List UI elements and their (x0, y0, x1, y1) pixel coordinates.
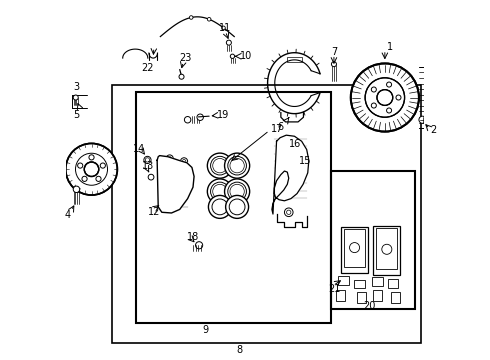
Circle shape (207, 153, 232, 178)
Text: 3: 3 (73, 82, 79, 93)
Circle shape (224, 153, 250, 178)
Polygon shape (157, 156, 194, 213)
Text: 17: 17 (271, 124, 283, 134)
Text: 21: 21 (328, 284, 341, 294)
Text: 11: 11 (219, 23, 231, 33)
Circle shape (197, 114, 203, 121)
Text: 18: 18 (187, 232, 199, 242)
Text: 8: 8 (237, 345, 243, 355)
Circle shape (96, 176, 101, 181)
Circle shape (371, 87, 376, 92)
Text: 23: 23 (180, 53, 192, 63)
Text: 10: 10 (240, 51, 252, 61)
Text: 1: 1 (387, 42, 393, 52)
Text: 20: 20 (364, 301, 376, 311)
Circle shape (184, 117, 191, 123)
Circle shape (180, 158, 188, 165)
Bar (373, 291, 382, 301)
Bar (376, 228, 397, 269)
Bar (344, 229, 365, 267)
Text: 13: 13 (142, 161, 154, 171)
Circle shape (179, 74, 184, 79)
Text: 9: 9 (202, 325, 209, 335)
Text: 22: 22 (142, 63, 154, 73)
Bar (331, 171, 416, 309)
Text: 7: 7 (331, 47, 337, 57)
Text: 6: 6 (278, 122, 284, 132)
Circle shape (377, 90, 393, 105)
Circle shape (226, 40, 231, 45)
Circle shape (387, 82, 392, 87)
Text: 2: 2 (430, 125, 437, 135)
Text: 19: 19 (217, 111, 229, 121)
Circle shape (82, 176, 87, 181)
Text: 5: 5 (74, 111, 80, 121)
Text: 12: 12 (148, 207, 161, 217)
Circle shape (208, 195, 231, 219)
Circle shape (73, 186, 80, 193)
Bar (136, 92, 331, 323)
Circle shape (365, 78, 405, 117)
Circle shape (419, 116, 426, 123)
Polygon shape (272, 135, 309, 214)
Circle shape (100, 163, 105, 168)
Circle shape (349, 243, 360, 253)
Circle shape (396, 95, 401, 100)
Bar (388, 279, 398, 288)
Bar (112, 85, 421, 343)
Circle shape (144, 156, 151, 163)
Circle shape (73, 95, 78, 100)
Circle shape (371, 103, 376, 108)
Circle shape (331, 62, 337, 67)
Text: 15: 15 (299, 156, 311, 166)
Bar (341, 226, 368, 273)
Bar (373, 226, 400, 275)
Circle shape (221, 26, 225, 30)
Circle shape (285, 208, 293, 217)
Bar (287, 57, 302, 62)
Circle shape (190, 16, 193, 19)
Circle shape (387, 108, 392, 113)
Circle shape (207, 18, 211, 21)
Bar (338, 276, 349, 285)
Bar (392, 292, 400, 303)
Bar (354, 280, 365, 288)
Text: 14: 14 (133, 144, 146, 154)
Circle shape (148, 174, 154, 180)
Circle shape (77, 163, 83, 168)
Bar (357, 292, 366, 303)
Circle shape (382, 244, 392, 254)
Text: 16: 16 (289, 139, 301, 149)
Circle shape (196, 242, 203, 249)
Bar (372, 277, 383, 286)
Circle shape (84, 162, 99, 176)
Bar (337, 291, 345, 301)
Circle shape (351, 63, 419, 132)
Circle shape (276, 152, 284, 159)
Circle shape (66, 143, 117, 195)
Circle shape (166, 155, 173, 162)
Circle shape (224, 179, 250, 204)
Circle shape (230, 54, 235, 58)
Circle shape (207, 179, 232, 204)
Text: 4: 4 (64, 210, 71, 220)
Circle shape (89, 155, 94, 160)
Circle shape (225, 195, 248, 219)
